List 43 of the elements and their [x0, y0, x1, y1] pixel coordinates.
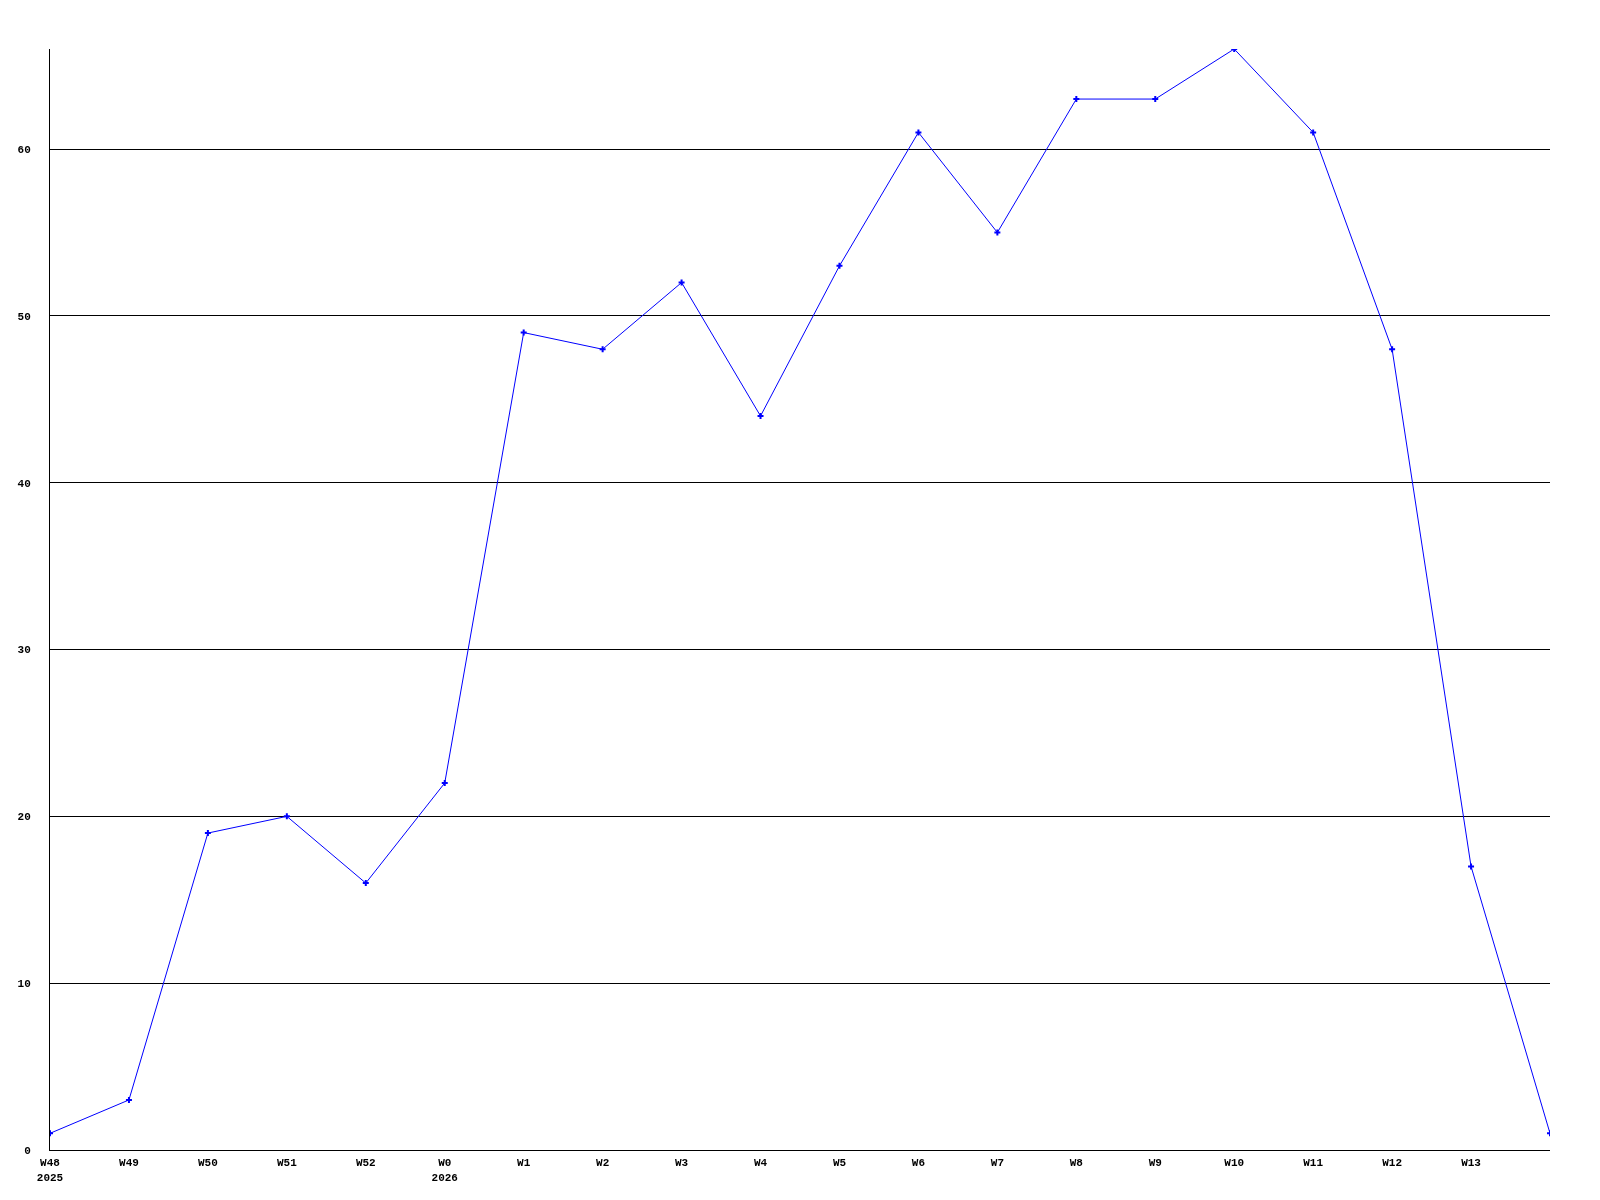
point — [1152, 96, 1159, 103]
x-tick-label: W0 2026 — [431, 1157, 458, 1184]
point — [1468, 863, 1475, 870]
x-tick-label: W48 2025 — [36, 1157, 64, 1184]
x-tick-label: W1 — [517, 1157, 531, 1170]
point — [362, 880, 369, 887]
y-tick-label: 20 — [17, 811, 31, 824]
y-tick-label: 60 — [17, 143, 31, 156]
x-tick-label: W13 — [1461, 1157, 1482, 1170]
point — [441, 780, 448, 786]
point — [283, 813, 290, 820]
x-tick-label: W50 — [197, 1157, 218, 1170]
point — [204, 830, 211, 837]
x-tick-label: W10 — [1224, 1157, 1245, 1170]
x-tick-label: W52 — [355, 1157, 376, 1170]
y-tick-label: 10 — [17, 978, 31, 991]
y-tick-label: 0 — [24, 1144, 31, 1157]
point — [836, 262, 843, 269]
x-tick-label: W8 — [1069, 1157, 1084, 1170]
point — [678, 279, 685, 286]
point — [1310, 129, 1317, 136]
y-tick-label: 30 — [17, 644, 31, 657]
x-tick-label: W51 — [276, 1157, 298, 1170]
x-tick-label: W5 — [832, 1157, 847, 1170]
x-tick-label: W3 — [674, 1157, 689, 1170]
x-tick-label: W11 — [1303, 1157, 1324, 1170]
y-tick-label: 40 — [17, 477, 31, 490]
point — [757, 413, 764, 419]
point — [520, 329, 527, 336]
x-tick-label: W12 — [1382, 1157, 1403, 1170]
x-tick-label: W4 — [753, 1157, 768, 1170]
point — [125, 1096, 132, 1103]
point — [915, 129, 922, 136]
point — [994, 229, 1001, 236]
x-tick-label: W49 — [119, 1157, 139, 1170]
point — [1389, 346, 1396, 353]
x-tick-label: W6 — [911, 1157, 926, 1170]
y-tick-label: 50 — [17, 310, 31, 323]
x-tick-label: W9 — [1148, 1157, 1162, 1170]
x-tick-label: W2 — [596, 1157, 610, 1170]
x-tick-label: W7 — [990, 1157, 1004, 1170]
point — [1073, 96, 1080, 103]
point — [599, 346, 606, 353]
